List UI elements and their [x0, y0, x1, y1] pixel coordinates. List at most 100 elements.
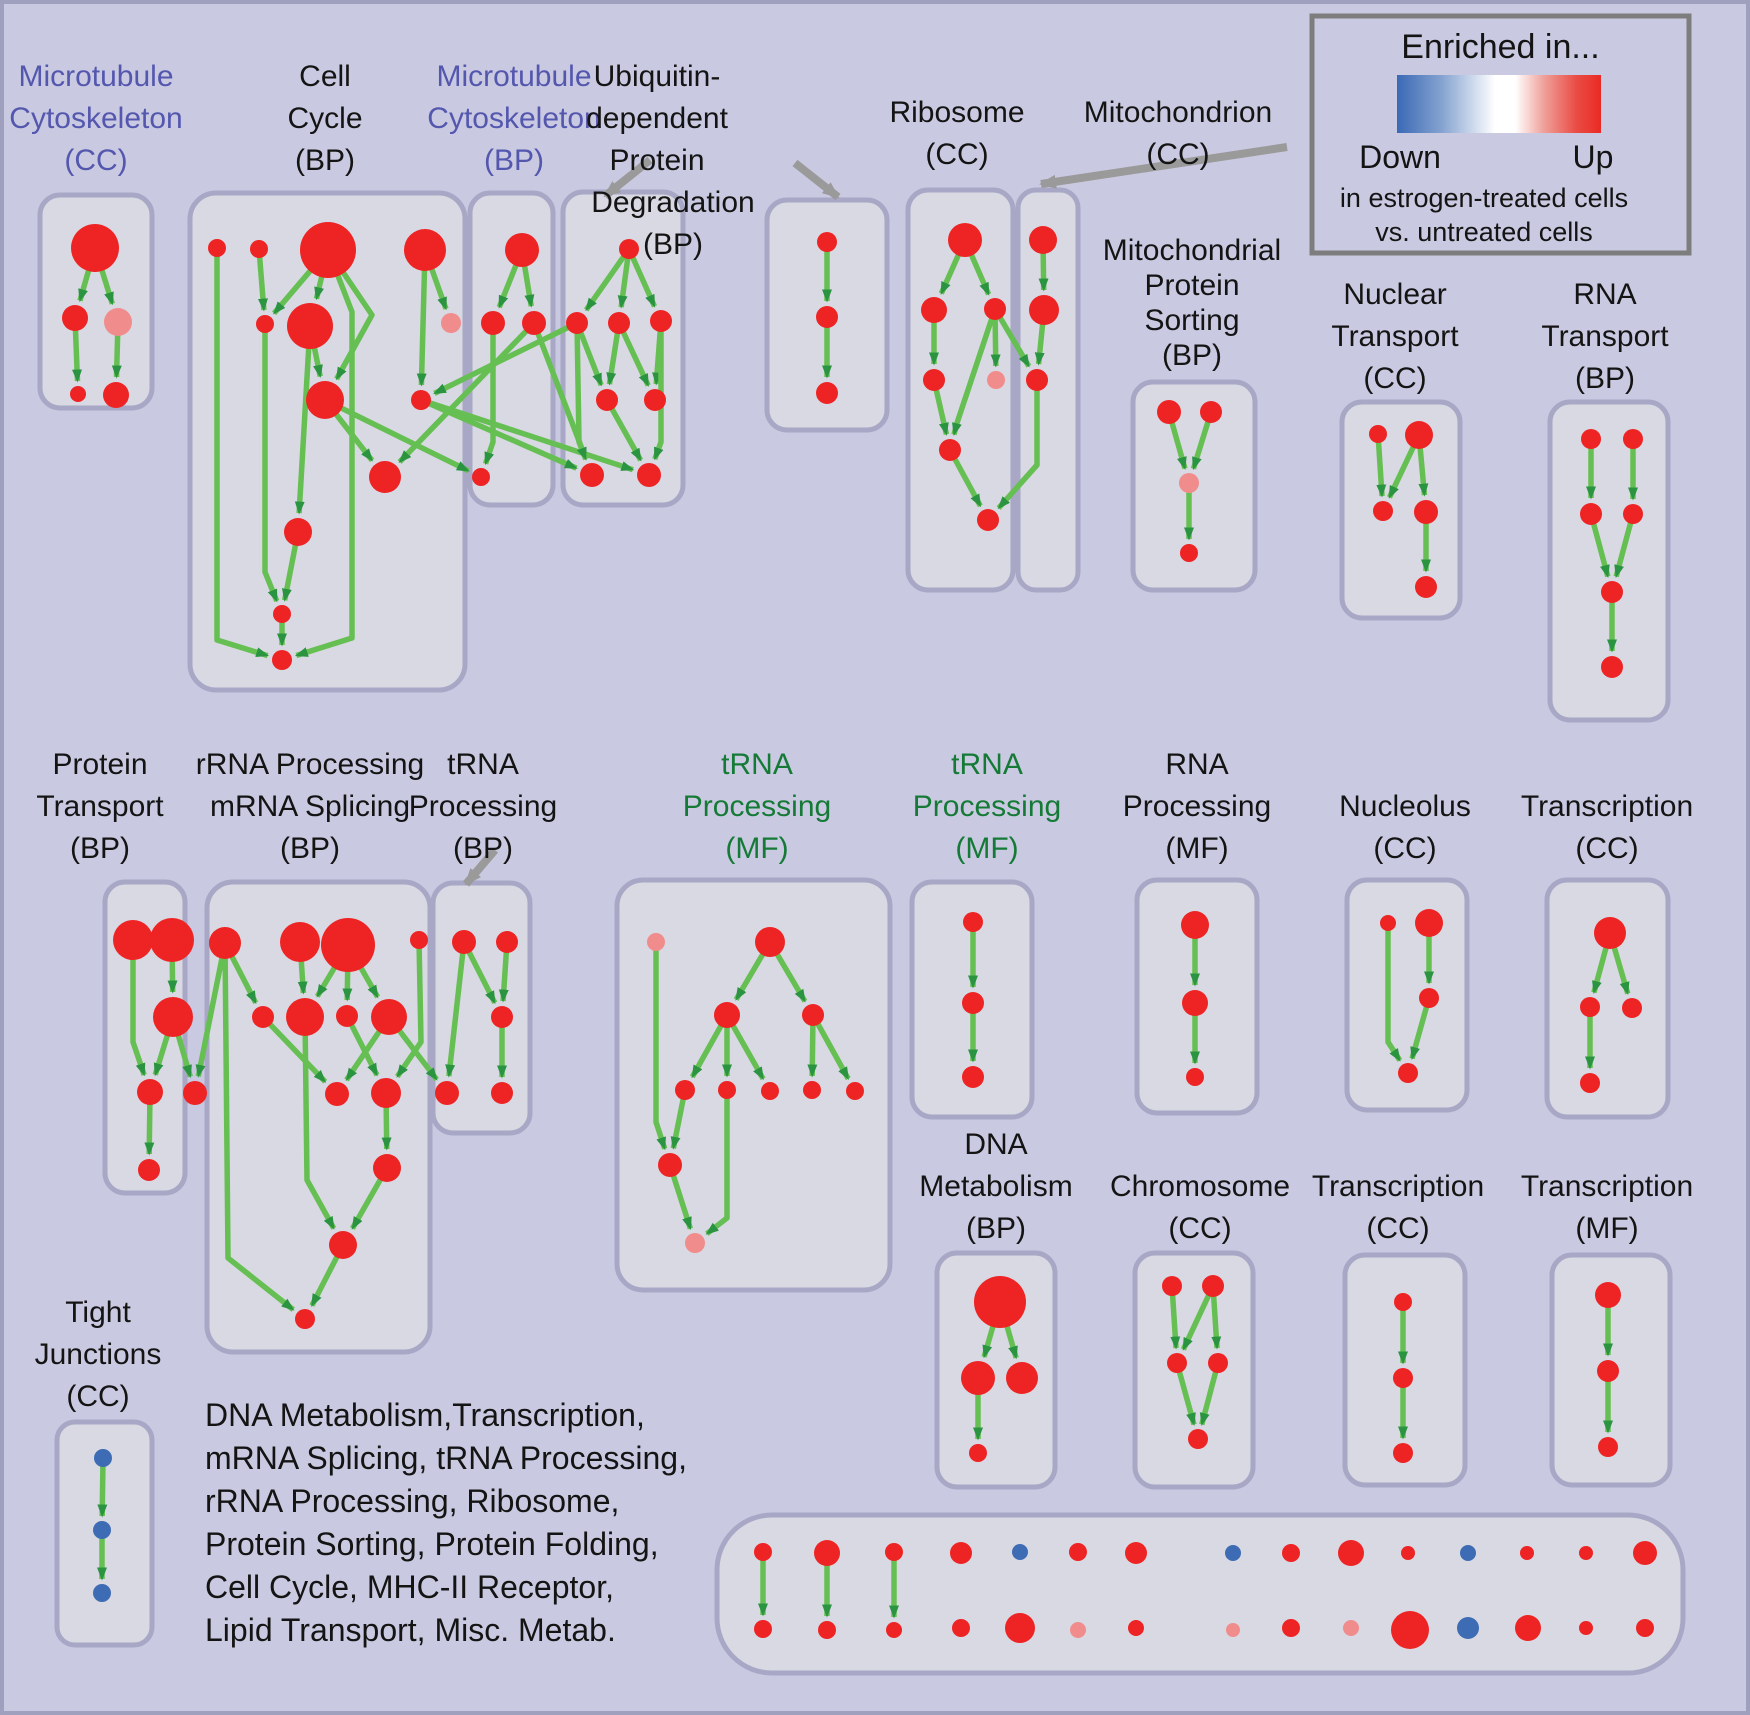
go-term-node-n2	[1405, 421, 1433, 449]
go-term-node-f6	[718, 1081, 736, 1099]
go-term-node-w2	[961, 1361, 995, 1395]
go-term-node-p6	[138, 1159, 160, 1181]
label-chromosome-cc-line1: Chromosome	[1110, 1170, 1290, 1203]
go-term-node-u1	[566, 312, 588, 334]
go-term-node-r3	[321, 918, 375, 972]
go-term-node-mi2	[1029, 295, 1059, 325]
legend-up-label: Up	[1573, 139, 1614, 175]
edge-u4-u7	[604, 398, 644, 462]
label-trna-processing-mf-large-line3: (MF)	[725, 832, 788, 865]
go-term-node-c8	[306, 381, 344, 419]
go-term-node-w4	[969, 1444, 987, 1462]
label-nuclear-transport-cc-line2: Transport	[1331, 320, 1459, 353]
go-term-node-u7	[637, 463, 661, 487]
group-box-bot	[714, 1512, 1686, 1676]
edge-n1-n3	[1375, 433, 1387, 498]
go-term-node-c6	[287, 303, 333, 349]
go-term-node-m4	[472, 468, 490, 486]
label-dna-metabolism-bp-line1: DNA	[964, 1128, 1027, 1161]
go-term-node-a3	[104, 308, 132, 336]
go-term-node-p1	[113, 920, 153, 960]
go-term-node-u6	[580, 463, 604, 487]
go-term-node-bm10t	[1338, 1540, 1364, 1566]
go-term-node-h1	[1162, 1276, 1182, 1296]
annotation-arrow-4	[462, 847, 499, 887]
go-term-node-q3	[1186, 1068, 1204, 1086]
edge-b3-b6	[951, 308, 998, 436]
label-trna-processing-mf-small-line2: Processing	[913, 790, 1061, 823]
label-dna-metabolism-bp-line2: Metabolism	[919, 1170, 1072, 1203]
edge-u1-u6	[574, 322, 589, 461]
go-term-node-f10	[658, 1153, 682, 1177]
label-cell-cycle-bp-line3: (BP)	[295, 144, 355, 177]
edge-r1-p5	[195, 942, 228, 1078]
go-term-node-s1	[1157, 400, 1181, 424]
label-rna-processing-mf-line3: (MF)	[1165, 832, 1228, 865]
go-term-node-m1	[505, 233, 539, 267]
label-rna-transport-bp-line2: Transport	[1541, 320, 1669, 353]
label-rna-processing-mf-line2: Processing	[1123, 790, 1271, 823]
go-term-node-u3	[650, 310, 672, 332]
go-term-node-d1	[817, 232, 837, 252]
go-term-node-n3	[1373, 501, 1393, 521]
edge-m3-c10	[397, 321, 536, 464]
go-term-node-c5	[256, 315, 274, 333]
label-rrna-processing-mrna-splicing-bp-line1: rRNA Processing	[196, 748, 424, 781]
go-term-node-c11	[284, 518, 312, 546]
go-term-node-t2	[1623, 429, 1643, 449]
go-term-node-b1	[948, 223, 982, 257]
edge-c9-u7	[420, 397, 635, 473]
group-box-tmf	[614, 877, 893, 1293]
go-term-node-b3	[984, 298, 1006, 320]
go-term-node-b7	[977, 509, 999, 531]
go-term-node-bm8t	[1225, 1545, 1241, 1561]
go-term-node-z1	[94, 1449, 112, 1467]
label-transcription-mf-line2: (MF)	[1575, 1212, 1638, 1245]
go-term-node-a5	[103, 382, 129, 408]
go-term-node-bm14b	[1579, 1621, 1593, 1635]
misc-collapsed-groups-text-line3: rRNA Processing, Ribosome,	[205, 1483, 619, 1519]
group-box-dnam	[934, 1250, 1058, 1490]
edge-r5-r9	[261, 1015, 328, 1084]
go-term-node-t6	[1601, 656, 1623, 678]
go-term-node-bm2b	[818, 1621, 836, 1639]
go-term-node-p2	[150, 918, 194, 962]
label-rna-processing-mf-line1: RNA	[1165, 748, 1228, 781]
go-term-node-r5	[252, 1006, 274, 1028]
go-term-node-q2	[1182, 990, 1208, 1016]
label-trna-processing-mf-small-line3: (MF)	[955, 832, 1018, 865]
go-term-node-r12	[329, 1231, 357, 1259]
go-term-node-r8	[371, 999, 407, 1035]
label-ribosome-cc-line1: Ribosome	[889, 96, 1024, 129]
label-mitochondrion-cc-line1: Mitochondrion	[1084, 96, 1272, 129]
edge-p1-p4	[130, 940, 147, 1077]
label-tight-junctions-cc-line3: (CC)	[66, 1380, 129, 1413]
go-term-node-r13	[295, 1309, 315, 1329]
legend-gradient-bar	[1397, 75, 1601, 133]
go-term-node-bm11t	[1401, 1546, 1415, 1560]
go-term-node-c10	[369, 461, 401, 493]
go-term-node-u5	[644, 389, 666, 411]
go-term-node-p4	[137, 1079, 163, 1105]
annotation-arrow-1	[602, 156, 653, 200]
label-chromosome-cc-line2: (CC)	[1168, 1212, 1231, 1245]
edge-c2-c5	[256, 248, 268, 312]
go-term-node-m2	[481, 311, 505, 335]
label-rna-transport-bp-line1: RNA	[1573, 278, 1636, 311]
go-term-node-bm13t	[1520, 1546, 1534, 1560]
edge-u0-u3	[626, 247, 658, 308]
go-term-node-t4	[1623, 504, 1643, 524]
go-term-node-c4	[404, 229, 446, 271]
go-term-node-g2	[962, 992, 984, 1014]
go-term-node-f11	[685, 1233, 705, 1253]
go-term-node-h3	[1167, 1353, 1187, 1373]
edge-c3-c13	[294, 249, 355, 659]
go-term-node-y3	[1598, 1437, 1618, 1457]
go-term-node-c12	[273, 605, 291, 623]
go-term-node-bm1t	[754, 1543, 772, 1561]
go-term-node-h4	[1208, 1353, 1228, 1373]
go-term-node-bm2t	[814, 1540, 840, 1566]
misc-collapsed-groups-text-line2: mRNA Splicing, tRNA Processing,	[205, 1440, 687, 1476]
